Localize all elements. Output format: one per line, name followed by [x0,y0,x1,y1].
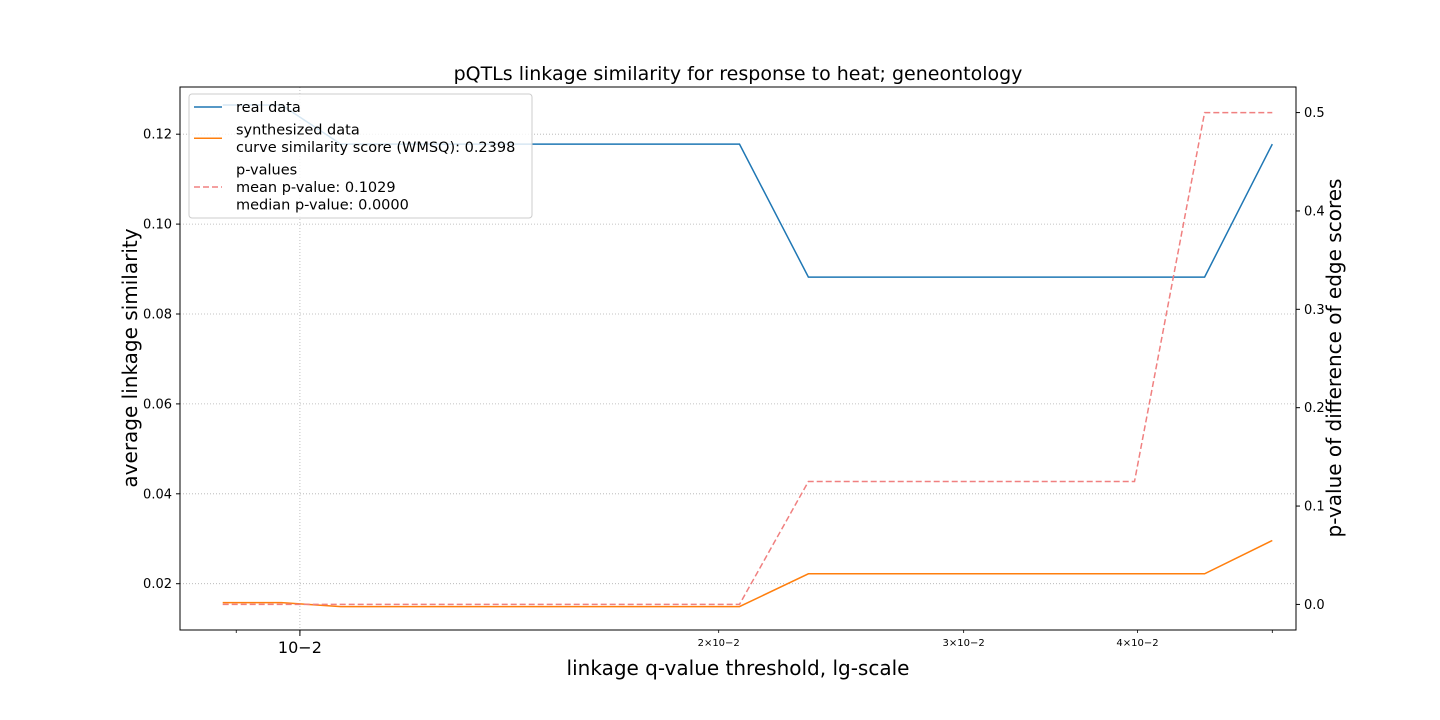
axes: 0.02 0.04 0.06 0.08 0.10 0.12 0.0 0.1 0.2 0.3 0.4 0… [143,106,1325,657]
x-axis-label: linkage q-value threshold, lg-scale [567,656,910,680]
series-line-1 [222,539,1273,608]
y-tick-label: 0.04 [143,487,172,502]
plot-frame [179,86,1297,631]
y-tick-label: 0.06 [143,397,172,412]
legend-label: median p-value: 0.0000 [236,198,409,214]
y2-tick-label: 0.4 [1304,204,1325,219]
legend-label: curve similarity score (WMSQ): 0.2398 [236,140,515,156]
y2-tick-label: 0.1 [1304,500,1325,515]
chart-title: pQTLs linkage similarity for response to… [454,63,1023,85]
y-tick-label: 0.12 [143,128,172,143]
y-tick-label: 0.10 [143,218,172,233]
x-tick-label: 3×10−2 [943,638,985,649]
y-tick-label: 0.02 [143,577,172,592]
legend-box [188,93,533,219]
x-tick-label: 10−2 [278,638,322,657]
y2-tick-label: 0.0 [1304,598,1325,613]
y-axis-label: average linkage similarity [118,228,142,487]
legend-label: real data [236,100,301,116]
y2-tick-label: 0.5 [1304,106,1325,121]
y2-tick-label: 0.3 [1304,303,1325,318]
y2-axis-label: p-value of difference of edge scores [1322,179,1346,538]
series-line-2 [222,111,1273,606]
x-tick-label: 2×10−2 [698,638,740,649]
y2-tick-label: 0.2 [1304,401,1325,416]
y-tick-label: 0.08 [143,307,172,322]
legend-label: p-values [236,163,297,179]
x-tick-label: 4×10−2 [1116,638,1158,649]
legend-label: mean p-value: 0.1029 [236,180,396,196]
legend-label: synthesized data [236,123,360,139]
